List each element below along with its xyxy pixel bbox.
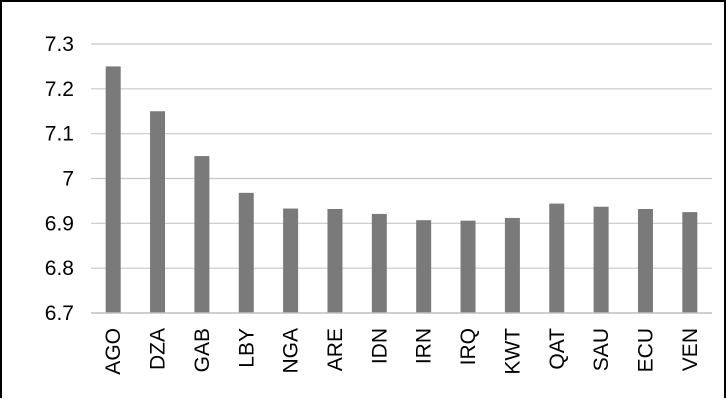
bar-ago <box>105 66 121 314</box>
y-tick-label: 7.2 <box>45 78 74 101</box>
bar-ecu <box>637 208 653 313</box>
y-tick-label: 6.9 <box>45 212 74 235</box>
x-tick-label: NGA <box>280 328 303 374</box>
x-tick-label: GAB <box>191 328 214 372</box>
bar-irn <box>416 220 432 313</box>
x-tick-label: VEN <box>679 328 702 371</box>
x-tick-label: LBY <box>235 328 258 368</box>
bar-kwt <box>504 217 520 313</box>
bar-dza <box>150 111 166 313</box>
x-tick-label: KWT <box>501 328 524 375</box>
y-tick-label: 7.1 <box>45 123 74 146</box>
y-tick-label: 6.8 <box>45 257 74 280</box>
x-tick-label: AGO <box>102 328 125 375</box>
bar-irq <box>460 220 476 313</box>
bar-lby <box>238 192 254 313</box>
bar-are <box>327 208 343 313</box>
x-tick-label: ECU <box>634 328 657 372</box>
x-tick-label: DZA <box>147 328 170 370</box>
y-tick-label: 7 <box>62 168 74 191</box>
bar-idn <box>371 213 387 313</box>
bar-ven <box>682 212 698 313</box>
x-tick-label: QAT <box>546 328 569 370</box>
bar-sau <box>593 206 609 313</box>
bar-qat <box>549 203 565 313</box>
gridlines <box>91 43 712 269</box>
y-tick-label: 6.7 <box>45 302 74 325</box>
bar-nga <box>283 208 299 313</box>
y-tick-labels: 6.7 6.8 6.9 7 7.1 7.2 7.3 <box>45 33 74 325</box>
x-tick-label: IDN <box>368 328 391 364</box>
y-tick-label: 7.3 <box>45 33 74 56</box>
bar-gab <box>194 156 210 313</box>
x-tick-label: IRN <box>413 328 436 364</box>
x-tick-label: IRQ <box>457 328 480 365</box>
x-tick-labels: AGO DZA GAB LBY NGA ARE IDN IRN IRQ KWT QAT SAU ECU V… <box>102 328 702 375</box>
bars <box>105 66 698 314</box>
x-tick-label: SAU <box>590 328 613 371</box>
x-tick-label: ARE <box>324 328 347 371</box>
